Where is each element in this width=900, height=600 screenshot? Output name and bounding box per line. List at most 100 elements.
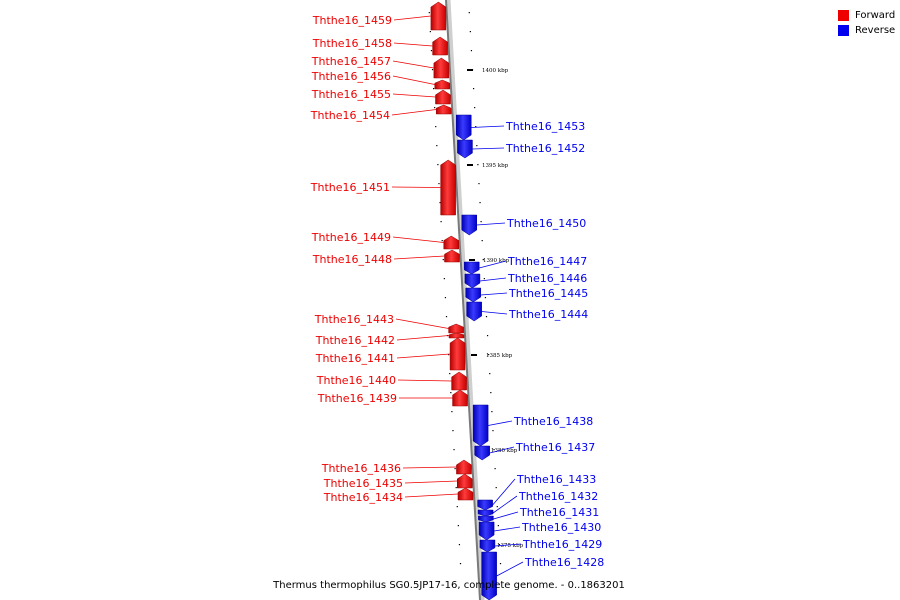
gene-label: Ththe16_1443	[314, 313, 394, 326]
gene-Ththe16_1449[interactable]: Ththe16_1449	[311, 231, 459, 250]
minor-tick	[441, 240, 443, 242]
gene-arrow	[463, 261, 480, 275]
gene-arrow	[466, 301, 482, 322]
gene-Ththe16_1428[interactable]: Ththe16_1428	[481, 551, 605, 600]
minor-tick	[436, 145, 438, 147]
gene-label: Ththe16_1428	[524, 556, 604, 569]
gene-leader	[481, 311, 508, 315]
gene-Ththe16_1446[interactable]: Ththe16_1446	[464, 272, 587, 289]
minor-tick	[470, 50, 473, 52]
gene-Ththe16_1454[interactable]: Ththe16_1454	[310, 104, 452, 122]
gene-Ththe16_1431[interactable]: Ththe16_1431	[478, 506, 599, 523]
gene-Ththe16_1437[interactable]: Ththe16_1437	[474, 441, 596, 461]
minor-tick	[452, 430, 454, 432]
minor-tick	[442, 259, 444, 261]
gene-arrow	[434, 79, 451, 90]
gene-Ththe16_1452[interactable]: Ththe16_1452	[457, 139, 585, 159]
minor-tick	[491, 411, 493, 413]
gene-Ththe16_1436[interactable]: Ththe16_1436	[321, 459, 472, 475]
gene-label: Ththe16_1459	[312, 14, 392, 27]
gene-leader	[471, 125, 505, 128]
gene-Ththe16_1456[interactable]: Ththe16_1456	[311, 70, 451, 90]
minor-tick	[490, 392, 492, 394]
gene-Ththe16_1451[interactable]: Ththe16_1451	[310, 159, 456, 216]
gene-Ththe16_1429[interactable]: Ththe16_1429	[479, 538, 602, 553]
gene-label: Ththe16_1444	[508, 308, 588, 321]
gene-Ththe16_1443[interactable]: Ththe16_1443	[314, 313, 464, 334]
gene-arrow	[477, 509, 494, 517]
gene-Ththe16_1457[interactable]: Ththe16_1457	[311, 55, 450, 79]
gene-Ththe16_1430[interactable]: Ththe16_1430	[478, 521, 601, 541]
gene-leader	[396, 335, 450, 341]
minor-tick	[485, 316, 488, 318]
gene-features: Ththe16_1459 Ththe16_1458 Ththe16_1457 Thth…	[310, 1, 605, 600]
gene-arrow	[479, 539, 496, 553]
gene-Ththe16_1442[interactable]: Ththe16_1442	[315, 332, 465, 347]
gene-label: Ththe16_1431	[519, 506, 599, 519]
gene-Ththe16_1440[interactable]: Ththe16_1440	[316, 371, 467, 391]
gene-label: Ththe16_1454	[310, 109, 390, 122]
gene-arrow	[478, 515, 494, 523]
scale-tick-label: 1390 kbp	[483, 258, 510, 264]
minor-tick	[469, 31, 471, 33]
gene-Ththe16_1453[interactable]: Ththe16_1453	[455, 114, 585, 141]
gene-leader	[492, 495, 518, 514]
gene-label: Ththe16_1440	[316, 374, 396, 387]
minor-tick	[439, 202, 441, 204]
minor-tick	[477, 164, 479, 166]
minor-tick	[474, 107, 476, 109]
scale-tick-label: 1380 kbp	[491, 448, 518, 454]
scale-tick: 1400 kbp	[467, 68, 509, 74]
gene-leader	[391, 109, 437, 116]
gene-label: Ththe16_1450	[506, 217, 586, 230]
minor-tick	[456, 506, 458, 508]
gene-label: Ththe16_1458	[312, 37, 392, 50]
minor-tick	[494, 468, 496, 470]
gene-label: Ththe16_1436	[321, 462, 401, 475]
gene-leader	[392, 75, 435, 85]
minor-tick	[496, 506, 498, 508]
gene-Ththe16_1458[interactable]: Ththe16_1458	[312, 36, 448, 56]
gene-arrow	[456, 459, 472, 475]
gene-leader	[480, 292, 508, 296]
minor-tick	[475, 126, 477, 128]
gene-Ththe16_1445[interactable]: Ththe16_1445	[465, 287, 589, 303]
gene-arrow	[457, 139, 473, 159]
minor-tick	[445, 316, 448, 318]
gene-Ththe16_1459[interactable]: Ththe16_1459	[312, 1, 447, 31]
gene-Ththe16_1450[interactable]: Ththe16_1450	[461, 214, 586, 236]
gene-Ththe16_1439[interactable]: Ththe16_1439	[317, 389, 468, 407]
gene-leader	[404, 480, 458, 484]
gene-leader	[489, 446, 515, 454]
gene-Ththe16_1438[interactable]: Ththe16_1438	[472, 404, 593, 447]
gene-Ththe16_1455[interactable]: Ththe16_1455	[311, 88, 451, 105]
scale-tick-label: 1395 kbp	[482, 163, 509, 169]
gene-arrow	[444, 249, 460, 263]
gene-Ththe16_1432[interactable]: Ththe16_1432	[477, 490, 598, 517]
minor-tick	[440, 221, 442, 223]
gene-leader	[393, 255, 445, 260]
gene-leader	[479, 260, 507, 269]
gene-Ththe16_1441[interactable]: Ththe16_1441	[315, 337, 466, 371]
gene-label: Ththe16_1439	[317, 392, 397, 405]
minor-tick	[476, 145, 478, 147]
gene-label: Ththe16_1451	[310, 181, 390, 194]
gene-label: Ththe16_1435	[323, 477, 403, 490]
minor-tick	[443, 278, 445, 280]
minor-tick	[489, 373, 491, 375]
gene-Ththe16_1444[interactable]: Ththe16_1444	[466, 301, 589, 322]
minor-tick	[457, 525, 459, 527]
gene-arrow	[452, 389, 468, 407]
gene-arrow	[435, 89, 451, 105]
gene-Ththe16_1434[interactable]: Ththe16_1434	[323, 487, 474, 504]
gene-arrow	[449, 337, 466, 371]
gene-Ththe16_1433[interactable]: Ththe16_1433	[477, 473, 597, 511]
gene-Ththe16_1447[interactable]: Ththe16_1447	[463, 255, 587, 275]
gene-Ththe16_1448[interactable]: Ththe16_1448	[312, 249, 460, 266]
minor-tick	[481, 240, 483, 242]
genome-caption: Thermus thermophilus SG0.5JP17-16, compl…	[272, 580, 625, 591]
gene-Ththe16_1435[interactable]: Ththe16_1435	[323, 473, 473, 490]
minor-tick	[434, 107, 436, 109]
gene-arrow	[478, 521, 495, 541]
